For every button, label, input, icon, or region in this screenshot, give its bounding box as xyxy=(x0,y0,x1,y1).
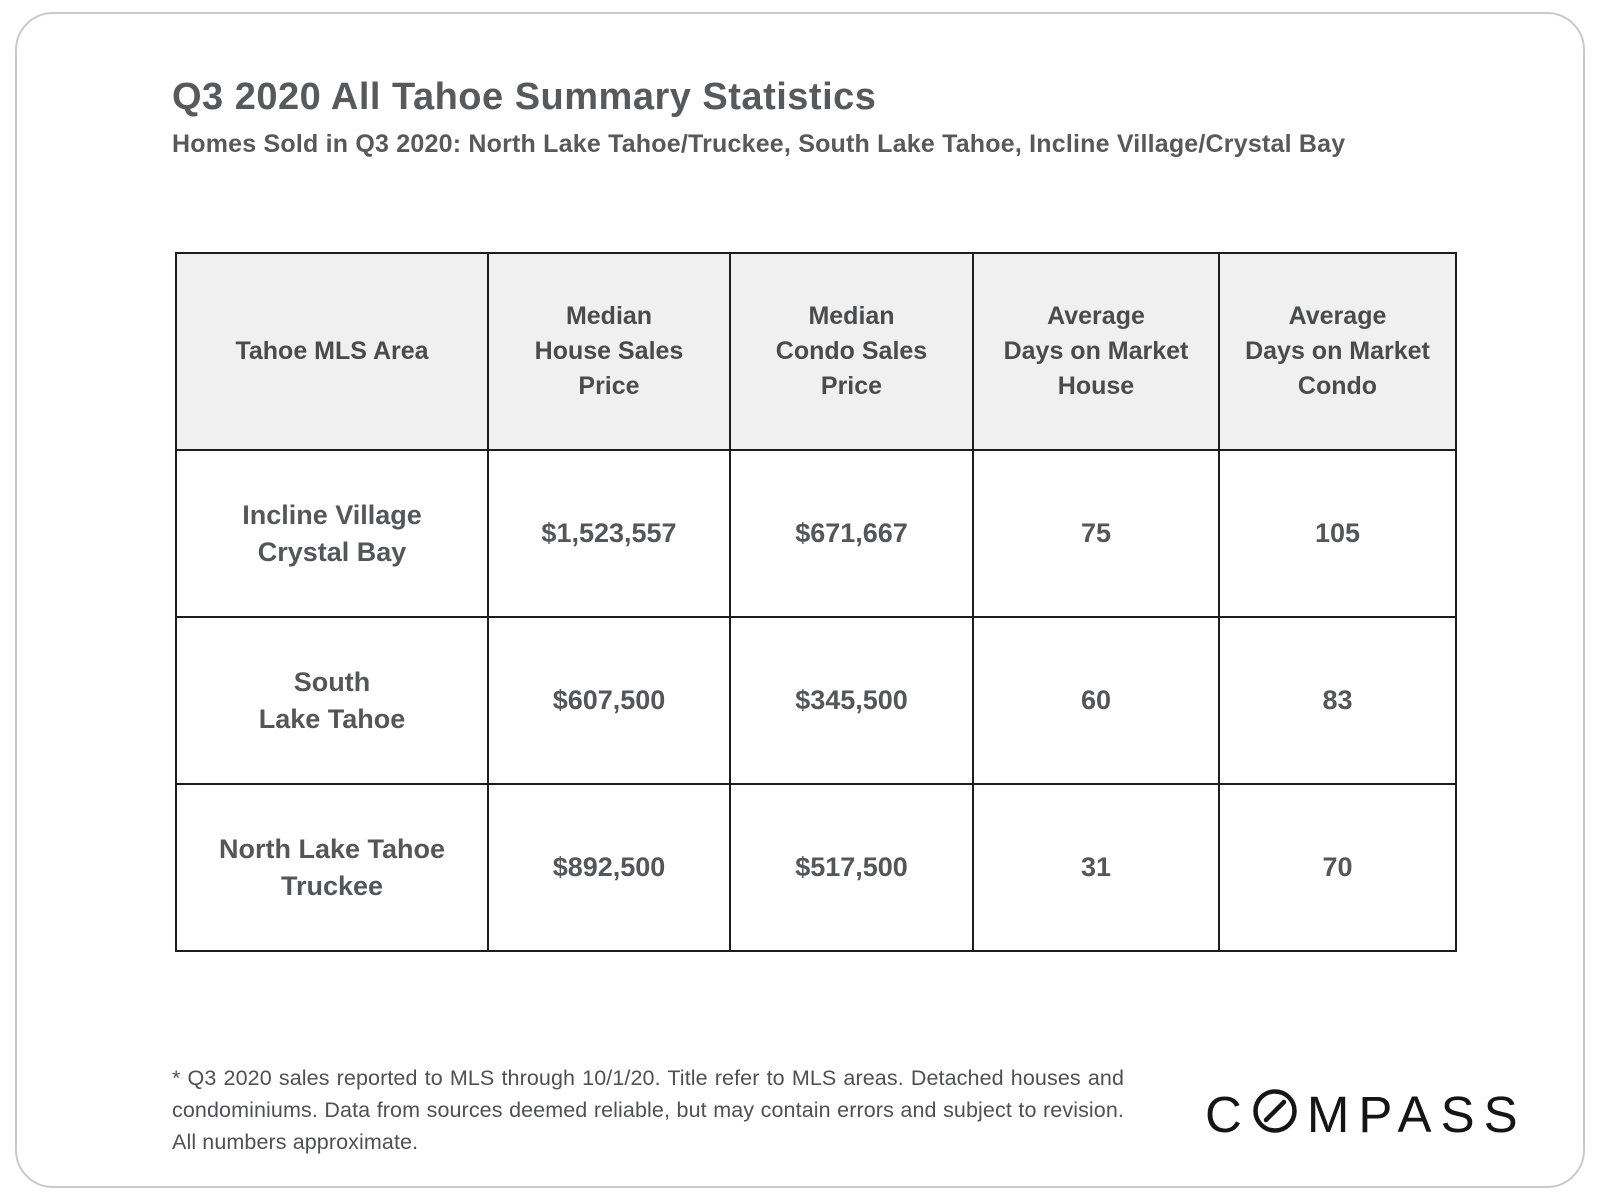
cell-dom-house: 60 xyxy=(972,616,1220,785)
header-median-condo-sales-price: Median Condo Sales Price xyxy=(729,252,974,451)
page-card: Q3 2020 All Tahoe Summary Statistics Hom… xyxy=(15,12,1585,1188)
cell-area: South Lake Tahoe xyxy=(175,616,489,785)
footnote: * Q3 2020 sales reported to MLS through … xyxy=(172,1066,1124,1154)
header-avg-days-on-market-condo: Average Days on Market Condo xyxy=(1218,252,1457,451)
cell-area: Incline Village Crystal Bay xyxy=(175,449,489,618)
header-median-house-sales-price: Median House Sales Price xyxy=(487,252,731,451)
cell-condo-price: $517,500 xyxy=(729,783,974,952)
cell-dom-house: 31 xyxy=(972,783,1220,952)
cell-dom-condo: 70 xyxy=(1218,783,1457,952)
cell-house-price: $892,500 xyxy=(487,783,731,952)
cell-area: North Lake Tahoe Truckee xyxy=(175,783,489,952)
header-tahoe-mls-area: Tahoe MLS Area xyxy=(175,252,489,451)
page-subtitle: Homes Sold in Q3 2020: North Lake Tahoe/… xyxy=(172,130,1346,158)
summary-table-container: Tahoe MLS Area Median House Sales Price … xyxy=(175,252,1457,952)
cell-house-price: $607,500 xyxy=(487,616,731,785)
cell-dom-condo: 105 xyxy=(1218,449,1457,618)
table-row-north-lake-tahoe: North Lake Tahoe Truckee $892,500 $517,5… xyxy=(175,783,1457,952)
compass-logo-letter-c: C xyxy=(1205,1085,1251,1143)
header-avg-days-on-market-house: Average Days on Market House xyxy=(972,252,1220,451)
compass-logo: C MPASS xyxy=(1205,1085,1527,1143)
table-row-incline-village: Incline Village Crystal Bay $1,523,557 $… xyxy=(175,449,1457,618)
table-header-row: Tahoe MLS Area Median House Sales Price … xyxy=(175,252,1457,451)
cell-condo-price: $345,500 xyxy=(729,616,974,785)
summary-table: Tahoe MLS Area Median House Sales Price … xyxy=(175,252,1457,952)
cell-house-price: $1,523,557 xyxy=(487,449,731,618)
cell-condo-price: $671,667 xyxy=(729,449,974,618)
compass-logo-letters-mpass: MPASS xyxy=(1306,1085,1527,1143)
table-row-south-lake-tahoe: South Lake Tahoe $607,500 $345,500 60 83 xyxy=(175,616,1457,785)
compass-o-needle-icon xyxy=(1252,1087,1298,1146)
cell-dom-condo: 83 xyxy=(1218,616,1457,785)
cell-dom-house: 75 xyxy=(972,449,1220,618)
page-title: Q3 2020 All Tahoe Summary Statistics xyxy=(172,76,877,118)
